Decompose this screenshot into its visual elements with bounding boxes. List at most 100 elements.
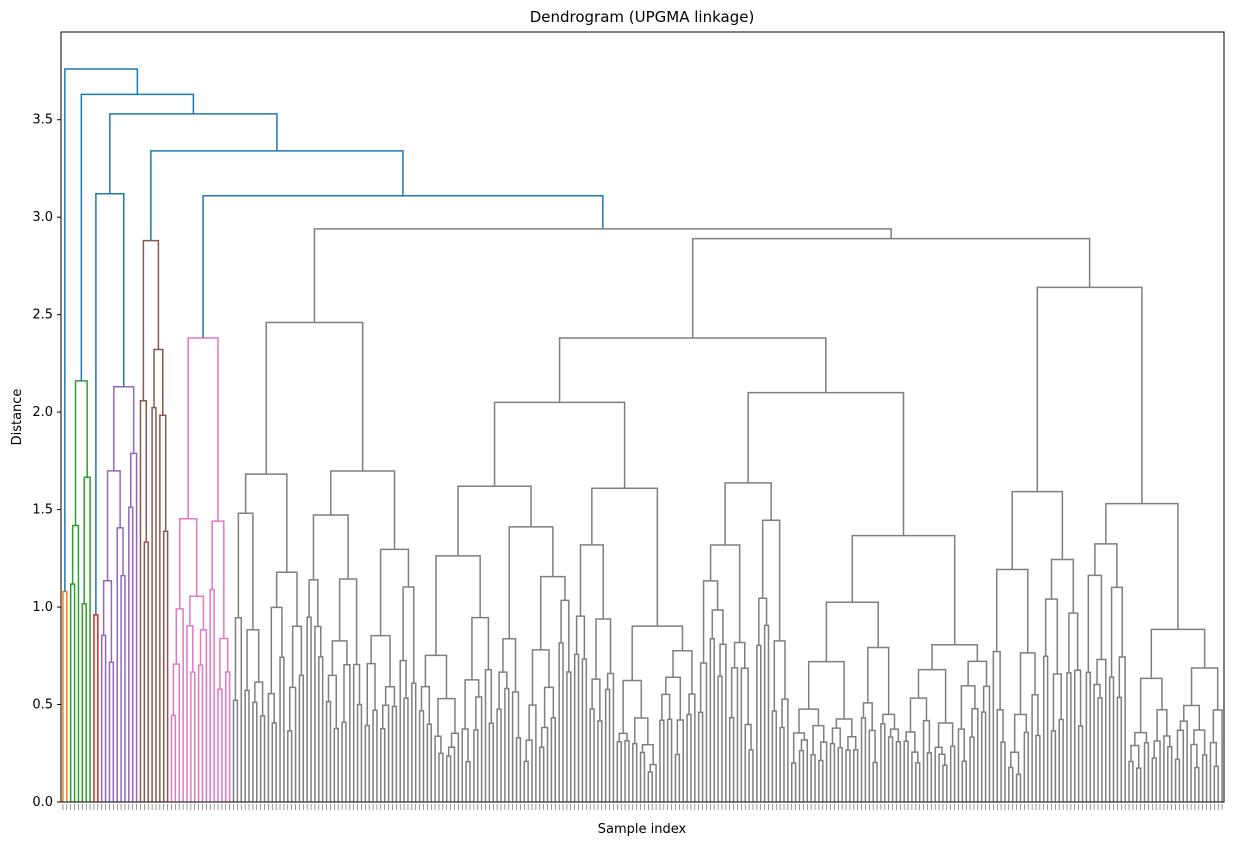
link-203 [889,728,900,742]
link-83 [330,470,396,550]
link-254 [1085,671,1092,802]
link-198 [868,729,876,802]
link-205 [867,646,890,715]
link-264 [1128,760,1134,802]
link-157 [699,662,708,802]
link-172 [758,597,768,646]
link-117 [531,649,550,706]
link-114 [540,726,549,802]
link-177 [761,519,781,641]
link-287 [1150,628,1206,679]
link-52 [298,674,305,802]
link-261 [1118,656,1126,802]
link-7 [100,634,107,802]
link-35 [219,637,229,690]
link-293 [202,194,604,339]
link-96 [461,728,469,802]
link-133 [579,544,604,619]
link-242 [995,568,1029,653]
link-175 [781,698,789,802]
link-152 [672,649,693,695]
link-144 [659,719,665,802]
link-115 [550,717,557,802]
link-129 [591,678,601,721]
link-109 [502,638,517,692]
link-180 [798,749,805,802]
link-173 [771,710,777,802]
link-123 [457,485,532,556]
link-240 [1031,693,1039,802]
link-191 [845,749,851,802]
link-1 [69,583,76,802]
link-55 [244,473,288,573]
link-40 [244,689,250,802]
link-255 [1097,697,1103,802]
link-125 [581,658,588,802]
link-80 [411,682,417,802]
link-183 [810,754,816,802]
y-tick-label: 1.0 [32,600,53,615]
link-42 [259,715,266,802]
link-222 [969,736,975,802]
link-187 [798,708,820,733]
link-77 [370,634,391,687]
link-154 [591,487,659,627]
link-10 [120,574,126,802]
link-70 [364,724,370,802]
link-20 [159,414,167,802]
link-132 [595,618,612,680]
link-196 [860,717,867,802]
link-291 [691,237,1091,339]
link-97 [473,729,479,802]
link-292 [313,228,892,323]
link-46 [271,722,277,802]
link-24 [172,663,180,802]
link-13 [128,506,134,802]
link-189 [837,746,843,802]
link-282 [1183,704,1201,731]
link-32 [209,588,215,802]
link-219 [917,668,947,724]
link-215 [938,753,946,802]
link-156 [697,711,704,802]
link-90 [445,755,452,802]
link-197 [872,761,878,802]
link-103 [435,555,481,656]
link-147 [674,753,681,802]
dendrogram-links [62,68,1223,802]
link-218 [937,722,954,748]
link-0 [62,590,68,802]
link-126 [575,615,586,660]
link-296 [109,113,278,194]
link-150 [686,713,692,802]
link-263 [1094,543,1118,588]
link-181 [800,739,809,802]
link-286 [1190,667,1219,711]
link-119 [566,671,572,802]
link-50 [287,730,293,802]
link-142 [633,717,649,745]
link-118 [558,642,564,802]
link-295 [95,193,125,615]
link-63 [341,721,347,802]
link-143 [622,679,643,734]
link-44 [246,629,260,691]
link-174 [779,726,785,802]
link-99 [464,679,480,730]
link-111 [525,739,533,802]
link-195 [807,660,845,720]
link-265 [1136,767,1142,802]
link-217 [949,745,956,802]
link-171 [763,624,770,802]
link-243 [1042,655,1049,802]
link-220 [961,760,967,802]
link-179 [791,762,797,802]
link-21 [153,348,164,416]
link-228 [931,643,979,670]
y-tick-label: 0.5 [32,698,53,713]
link-60 [325,700,332,802]
link-271 [1167,745,1173,802]
link-266 [1130,744,1140,769]
link-86 [426,723,432,802]
